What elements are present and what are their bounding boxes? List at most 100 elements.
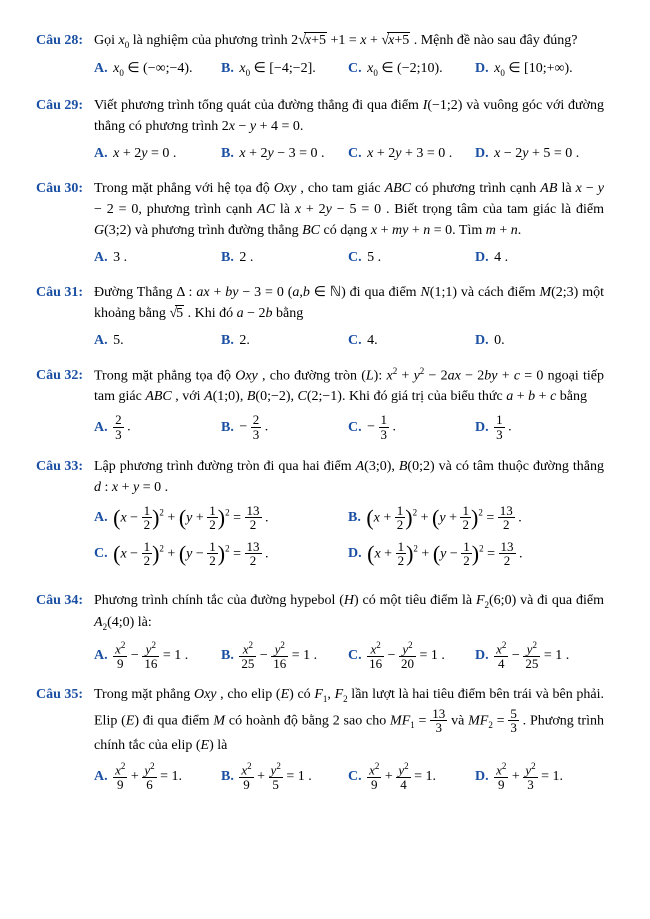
choice: A. 3 .	[94, 247, 221, 268]
choices: A. x29 + y26 = 1.B. x29 + y25 = 1 .C. x2…	[94, 762, 604, 792]
question: Câu 31:Đường Thẳng Δ : ax + by − 3 = 0 (…	[36, 282, 614, 351]
choice-label: A.	[94, 61, 108, 76]
choice: C. 5 .	[348, 247, 475, 268]
choice-label: A.	[94, 510, 108, 525]
choice-label: D.	[475, 769, 489, 784]
choice: A. x29 − y216 = 1 .	[94, 641, 221, 671]
choice-label: D.	[475, 146, 489, 161]
question-number: Câu 34:	[36, 590, 94, 611]
question-body: Gọi x0 là nghiệm của phương trình 2x+5 +…	[94, 30, 604, 81]
choice: D. x0 ∈ [10;+∞).	[475, 58, 602, 80]
question: Câu 35:Trong mặt phẳng Oxy , cho elip (E…	[36, 684, 614, 791]
choice: B. − 23 .	[221, 413, 348, 441]
choice-label: C.	[348, 420, 362, 435]
choice: A. 5.	[94, 330, 221, 351]
choice: B. 2.	[221, 330, 348, 351]
choice: B. 2 .	[221, 247, 348, 268]
question-prompt: Lập phương trình đường tròn đi qua hai đ…	[94, 456, 604, 498]
choice: B. x0 ∈ [−4;−2].	[221, 58, 348, 80]
choice-label: C.	[348, 333, 362, 348]
question: Câu 28:Gọi x0 là nghiệm của phương trình…	[36, 30, 614, 81]
question-number: Câu 33:	[36, 456, 94, 477]
choice-label: B.	[221, 250, 234, 265]
choice-label: A.	[94, 333, 108, 348]
choices: A. x + 2y = 0 .B. x + 2y − 3 = 0 .C. x +…	[94, 143, 604, 164]
choice-label: C.	[348, 146, 362, 161]
question-body: Viết phương trình tổng quát của đường th…	[94, 95, 604, 164]
choice-label: D.	[348, 546, 362, 561]
choice: C. x + 2y + 3 = 0 .	[348, 143, 475, 164]
question-prompt: Trong mặt phẳng Oxy , cho elip (E) có F1…	[94, 684, 604, 756]
choice-label: B.	[221, 146, 234, 161]
exam-page: Câu 28:Gọi x0 là nghiệm của phương trình…	[36, 30, 614, 791]
question-number: Câu 29:	[36, 95, 94, 116]
choice-label: D.	[475, 61, 489, 76]
choice-label: D.	[475, 648, 489, 663]
question-prompt: Viết phương trình tổng quát của đường th…	[94, 95, 604, 137]
choice-label: A.	[94, 769, 108, 784]
choice-label: B.	[221, 61, 234, 76]
choice: C. x0 ∈ (−2;10).	[348, 58, 475, 80]
question: Câu 30:Trong mặt phẳng với hệ tọa độ Oxy…	[36, 178, 614, 268]
choice: C. x216 − y220 = 1 .	[348, 641, 475, 671]
choice: B. x + 2y − 3 = 0 .	[221, 143, 348, 164]
question-prompt: Trong mặt phẳng với hệ tọa độ Oxy , cho …	[94, 178, 604, 241]
question-body: Trong mặt phẳng tọa độ Oxy , cho đường t…	[94, 365, 604, 442]
choice: C. 4.	[348, 330, 475, 351]
choice-label: B.	[348, 510, 361, 525]
question: Câu 34:Phương trình chính tắc của đường …	[36, 590, 614, 670]
choice: A. (x − 12)2 + (y + 12)2 = 132 .	[94, 504, 348, 532]
choice: D. 0.	[475, 330, 602, 351]
choice-label: A.	[94, 648, 108, 663]
question-prompt: Phương trình chính tắc của đường hypebol…	[94, 590, 604, 635]
choice-label: D.	[475, 250, 489, 265]
choice: C. (x − 12)2 + (y − 12)2 = 132 .	[94, 540, 348, 568]
choices: A. 3 .B. 2 .C. 5 .D. 4 .	[94, 247, 604, 268]
question-prompt: Trong mặt phẳng tọa độ Oxy , cho đường t…	[94, 365, 604, 408]
choice: A. 23 .	[94, 413, 221, 441]
choice: D. x24 − y225 = 1 .	[475, 641, 602, 671]
choice-label: D.	[475, 333, 489, 348]
choices: A. x29 − y216 = 1 .B. x225 − y216 = 1 .C…	[94, 641, 604, 671]
question: Câu 33:Lập phương trình đường tròn đi qu…	[36, 456, 614, 577]
choice: C. − 13 .	[348, 413, 475, 441]
choice-label: D.	[475, 420, 489, 435]
choice: C. x29 + y24 = 1.	[348, 762, 475, 792]
choice-label: C.	[348, 648, 362, 663]
question-body: Trong mặt phẳng Oxy , cho elip (E) có F1…	[94, 684, 604, 791]
choice: D. x − 2y + 5 = 0 .	[475, 143, 602, 164]
choice-label: C.	[94, 546, 108, 561]
choices: A. 23 .B. − 23 .C. − 13 .D. 13 .	[94, 413, 604, 441]
choice: A. x0 ∈ (−∞;−4).	[94, 58, 221, 80]
choice: A. x + 2y = 0 .	[94, 143, 221, 164]
choices: A. 5.B. 2.C. 4.D. 0.	[94, 330, 604, 351]
choice-label: A.	[94, 146, 108, 161]
question-number: Câu 32:	[36, 365, 94, 386]
choice: B. x225 − y216 = 1 .	[221, 641, 348, 671]
question-body: Phương trình chính tắc của đường hypebol…	[94, 590, 604, 670]
choice: B. x29 + y25 = 1 .	[221, 762, 348, 792]
question-prompt: Gọi x0 là nghiệm của phương trình 2x+5 +…	[94, 30, 604, 52]
choice-label: A.	[94, 250, 108, 265]
question-body: Lập phương trình đường tròn đi qua hai đ…	[94, 456, 604, 577]
choice-label: C.	[348, 61, 362, 76]
question-number: Câu 35:	[36, 684, 94, 705]
question-prompt: Đường Thẳng Δ : ax + by − 3 = 0 (a,b ∈ ℕ…	[94, 282, 604, 324]
question-body: Đường Thẳng Δ : ax + by − 3 = 0 (a,b ∈ ℕ…	[94, 282, 604, 351]
question-number: Câu 30:	[36, 178, 94, 199]
choice-label: B.	[221, 648, 234, 663]
choice-label: C.	[348, 769, 362, 784]
question-number: Câu 28:	[36, 30, 94, 51]
choice-label: B.	[221, 333, 234, 348]
choice-label: C.	[348, 250, 362, 265]
choice-label: B.	[221, 769, 234, 784]
choice: D. (x + 12)2 + (y − 12)2 = 132 .	[348, 540, 602, 568]
question: Câu 29:Viết phương trình tổng quát của đ…	[36, 95, 614, 164]
choices: A. x0 ∈ (−∞;−4).B. x0 ∈ [−4;−2].C. x0 ∈ …	[94, 58, 604, 80]
choice: D. 4 .	[475, 247, 602, 268]
choice-label: A.	[94, 420, 108, 435]
choice-label: B.	[221, 420, 234, 435]
question: Câu 32:Trong mặt phẳng tọa độ Oxy , cho …	[36, 365, 614, 442]
question-number: Câu 31:	[36, 282, 94, 303]
question-body: Trong mặt phẳng với hệ tọa độ Oxy , cho …	[94, 178, 604, 268]
